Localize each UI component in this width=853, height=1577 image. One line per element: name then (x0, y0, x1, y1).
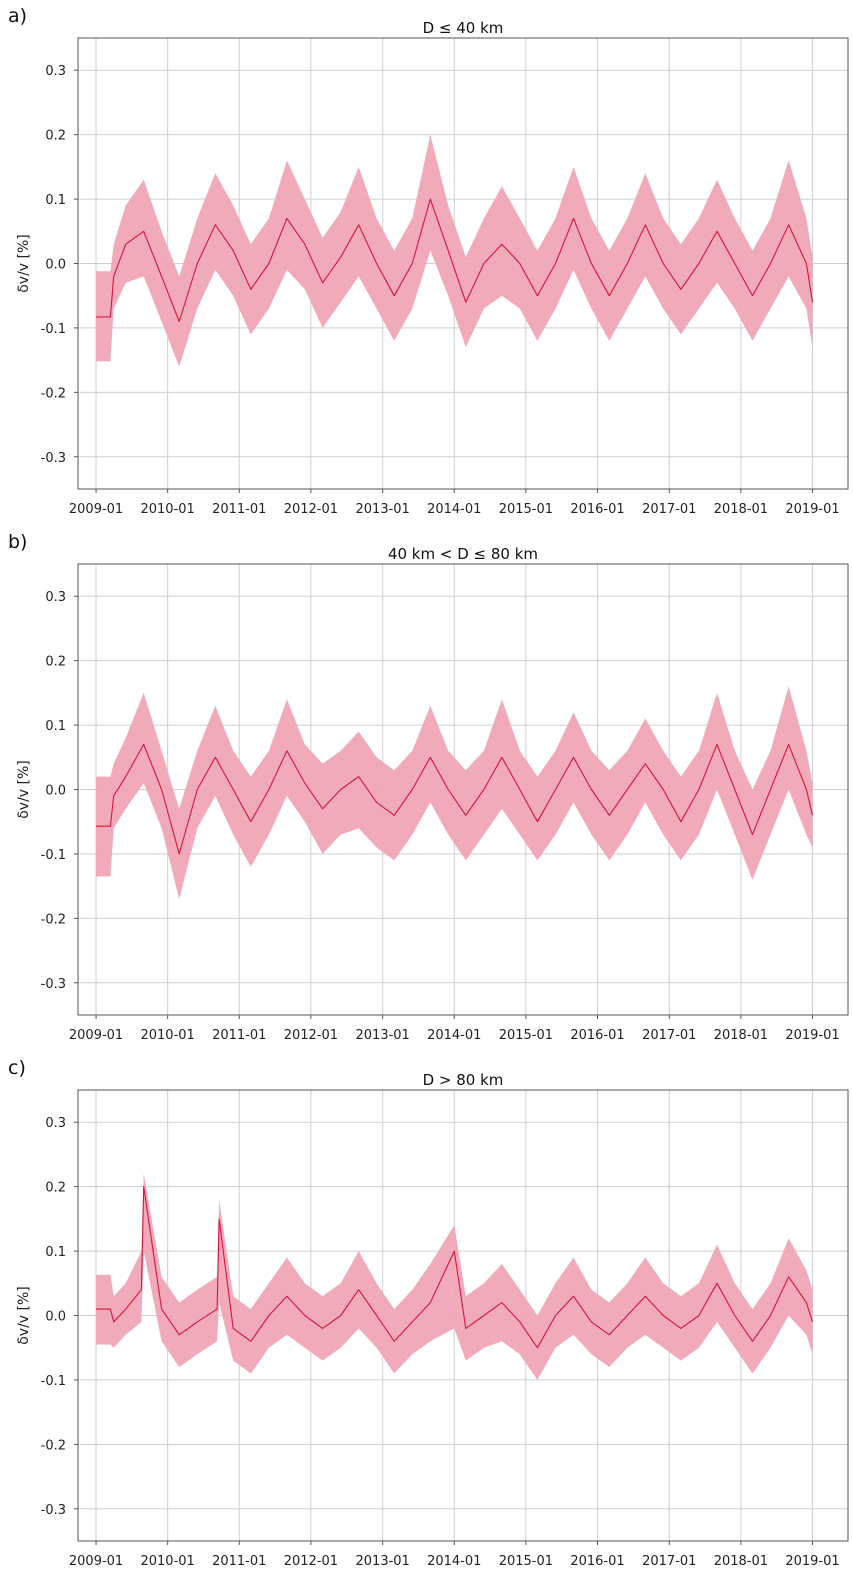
x-tick-label: 2011-01 (212, 502, 266, 517)
chart-title: D > 80 km (423, 1071, 504, 1089)
chart-panel-3: 2009-01 2010-01 2011-01 2012-01 2013-01 2014-… (8, 1057, 849, 1569)
x-tick-label: 2014-01 (427, 1028, 481, 1043)
panel-label: a) (8, 5, 27, 27)
chart-panel-2: 2009-01 2010-01 2011-01 2012-01 2013-01 2014-… (8, 531, 849, 1043)
x-tick-label: 2015-01 (499, 1028, 553, 1043)
x-tick-label: 2010-01 (140, 1554, 194, 1569)
y-tick-label: -0.1 (41, 1374, 66, 1389)
chart-title: D ≤ 40 km (423, 19, 504, 37)
chart-panel-1: 2009-01 2010-01 2011-01 2012-01 2013-01 2014-… (8, 5, 849, 517)
uncertainty-band (96, 686, 813, 899)
x-tick-label: 2011-01 (212, 1028, 266, 1043)
x-tick-label: 2018-01 (714, 1554, 768, 1569)
panel-label: b) (8, 531, 27, 553)
y-tick-label: 0.1 (45, 1245, 66, 1260)
y-tick-label: 0.0 (45, 1310, 66, 1325)
x-tick-label: 2012-01 (284, 502, 338, 517)
x-tick-label: 2013-01 (356, 502, 410, 517)
x-tick-label: 2017-01 (642, 1028, 696, 1043)
panel-label: c) (8, 1057, 26, 1079)
y-tick-label: 0.2 (45, 129, 66, 144)
x-tick-label: 2009-01 (69, 502, 123, 517)
x-tick-label: 2012-01 (284, 1554, 338, 1569)
mean-line (96, 743, 814, 855)
y-tick-label: -0.1 (41, 322, 66, 337)
chart-title: 40 km < D ≤ 80 km (388, 545, 538, 563)
x-tick-label: 2009-01 (69, 1028, 123, 1043)
y-tick-label: -0.3 (41, 1503, 66, 1518)
x-tick-label: 2009-01 (69, 1554, 123, 1569)
y-axis-label: δv/v [%] (16, 760, 32, 819)
x-tick-label: 2019-01 (785, 1554, 839, 1569)
y-tick-label: 0.1 (45, 193, 66, 208)
y-axis-label: δv/v [%] (16, 1286, 32, 1345)
y-tick-label: 0.2 (45, 655, 66, 670)
x-tick-label: 2010-01 (140, 1028, 194, 1043)
x-tick-label: 2017-01 (642, 502, 696, 517)
x-tick-label: 2015-01 (499, 1554, 553, 1569)
y-tick-label: 0.3 (45, 590, 66, 605)
y-tick-label: 0.2 (45, 1181, 66, 1196)
x-tick-label: 2016-01 (570, 502, 624, 517)
y-axis-label: δv/v [%] (16, 234, 32, 293)
x-tick-label: 2012-01 (284, 1028, 338, 1043)
x-tick-label: 2016-01 (570, 1554, 624, 1569)
y-tick-label: 0.1 (45, 719, 66, 734)
x-tick-label: 2019-01 (785, 502, 839, 517)
x-tick-label: 2017-01 (642, 1554, 696, 1569)
x-tick-label: 2018-01 (714, 1028, 768, 1043)
y-tick-label: -0.1 (41, 848, 66, 863)
x-tick-label: 2014-01 (427, 1554, 481, 1569)
x-tick-label: 2019-01 (785, 1028, 839, 1043)
y-tick-label: -0.2 (41, 912, 66, 927)
y-tick-label: -0.3 (41, 977, 66, 992)
uncertainty-band (96, 134, 813, 367)
y-tick-label: 0.0 (45, 258, 66, 273)
x-tick-label: 2014-01 (427, 502, 481, 517)
mean-line (96, 198, 814, 323)
y-tick-label: -0.2 (41, 386, 66, 401)
x-tick-label: 2015-01 (499, 502, 553, 517)
mean-line (96, 1186, 814, 1349)
y-tick-label: 0.0 (45, 784, 66, 799)
uncertainty-band (96, 1173, 813, 1380)
x-tick-label: 2013-01 (356, 1554, 410, 1569)
x-tick-label: 2010-01 (140, 502, 194, 517)
x-tick-label: 2016-01 (570, 1028, 624, 1043)
y-tick-label: 0.3 (45, 1116, 66, 1131)
y-tick-label: -0.2 (41, 1438, 66, 1453)
y-tick-label: 0.3 (45, 64, 66, 79)
x-tick-label: 2011-01 (212, 1554, 266, 1569)
x-tick-label: 2018-01 (714, 502, 768, 517)
x-tick-label: 2013-01 (356, 1028, 410, 1043)
y-tick-label: -0.3 (41, 451, 66, 466)
